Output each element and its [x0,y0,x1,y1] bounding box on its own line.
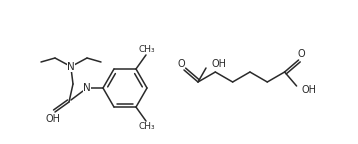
Text: N: N [67,62,75,72]
Text: O: O [298,49,305,59]
Text: OH: OH [45,114,61,124]
Text: OH: OH [301,85,316,95]
Text: CH₃: CH₃ [139,122,155,131]
Text: N: N [83,83,91,93]
Text: O: O [177,59,185,69]
Text: CH₃: CH₃ [139,46,155,54]
Text: OH: OH [212,59,227,69]
